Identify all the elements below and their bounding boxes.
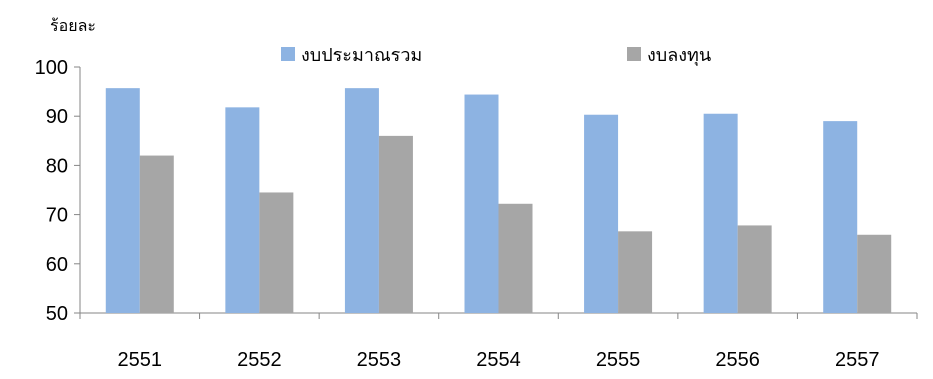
bar [464, 94, 499, 313]
legend-swatch [281, 47, 295, 61]
y-axis-label: ร้อยละ [50, 16, 96, 35]
bar [225, 107, 260, 314]
bar [105, 88, 140, 313]
chart-axes: 50 60 70 80 90 100 2551 2552 2553 2554 2555 2556 255… [35, 57, 918, 371]
legend-label: งบประมาณรวม [301, 45, 422, 66]
y-tick-label: 90 [46, 106, 68, 128]
y-tick-label: 60 [46, 254, 68, 276]
y-tick-label: 70 [46, 205, 68, 227]
bar [618, 231, 653, 313]
x-tick-label: 2554 [476, 349, 521, 371]
bar [139, 155, 174, 313]
x-tick-label: 2556 [715, 349, 760, 371]
bar [703, 113, 738, 314]
bar [857, 234, 892, 313]
bar [823, 121, 858, 314]
y-tick-label: 80 [46, 155, 68, 177]
x-tick-label: 2553 [357, 349, 402, 371]
chart-legend: งบประมาณรวม งบลงทุน [281, 45, 711, 66]
x-tick-label: 2555 [596, 349, 641, 371]
bar [344, 88, 379, 313]
y-tick-label: 100 [35, 57, 68, 79]
legend-label: งบลงทุน [647, 45, 711, 66]
x-tick-label: 2557 [835, 349, 880, 371]
chart-bars [105, 88, 892, 314]
bar [737, 225, 772, 313]
x-tick-label: 2552 [237, 349, 282, 371]
bar [259, 192, 294, 313]
bar [378, 135, 413, 313]
legend-swatch [627, 47, 641, 61]
bar [498, 203, 533, 313]
bar [584, 114, 619, 313]
y-tick-label: 50 [46, 303, 68, 325]
x-tick-label: 2551 [118, 349, 163, 371]
